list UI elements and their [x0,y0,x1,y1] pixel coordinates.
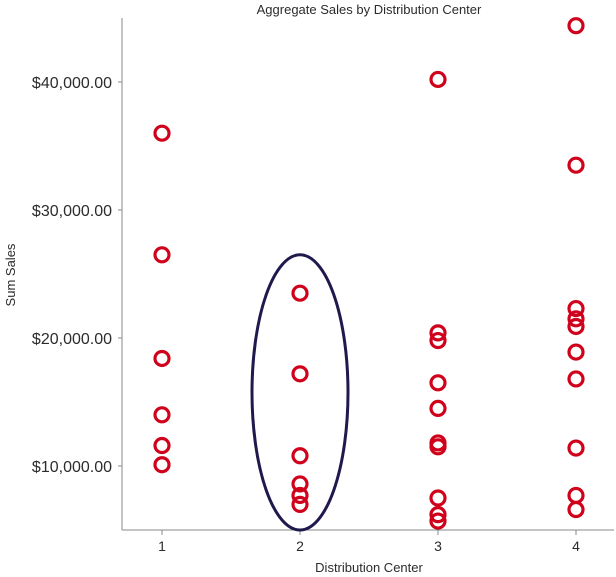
data-point [429,512,447,530]
x-axis-ticks: 1 2 3 4 [158,530,580,554]
y-axis-ticks: $10,000.00 $20,000.00 $30,000.00 $40,000.00 [32,75,122,476]
y-tick-label: $20,000.00 [32,331,112,348]
data-point [153,436,171,455]
data-point [429,324,447,342]
y-tick-label: $10,000.00 [32,459,112,476]
data-point [153,124,171,142]
chart-title: Aggregate Sales by Distribution Center [257,2,482,17]
data-point [567,299,585,318]
data-point [567,439,585,457]
data-point [429,70,447,89]
data-point [429,506,447,524]
data-point [291,475,309,493]
data-points [153,17,585,530]
annotations [250,253,350,532]
x-tick-label: 2 [296,538,304,554]
data-point [429,331,447,350]
data-point [291,495,309,513]
y-tick-label: $40,000.00 [32,75,112,92]
data-point [567,317,585,336]
data-point [153,349,171,368]
highlight-ellipse [250,253,350,532]
data-point [567,343,585,361]
data-point [153,246,171,264]
data-point [567,310,585,328]
axes [121,18,614,531]
data-point [429,399,447,417]
x-tick-label: 1 [158,538,166,554]
data-point [291,447,309,465]
data-point [567,486,585,505]
data-point [153,456,171,474]
data-point [153,406,171,424]
data-point [291,284,309,302]
y-tick-label: $30,000.00 [32,203,112,220]
data-point [567,17,585,35]
x-tick-label: 4 [572,538,580,554]
data-point [429,489,447,507]
data-point [291,486,309,505]
x-axis-label: Distribution Center [315,560,423,575]
y-axis-label: Sum Sales [3,243,18,306]
data-point [567,156,585,174]
data-point [429,374,447,392]
data-point [429,438,447,456]
data-point [567,500,585,519]
data-point [291,365,309,383]
x-tick-label: 3 [434,538,442,554]
data-point [567,370,585,388]
